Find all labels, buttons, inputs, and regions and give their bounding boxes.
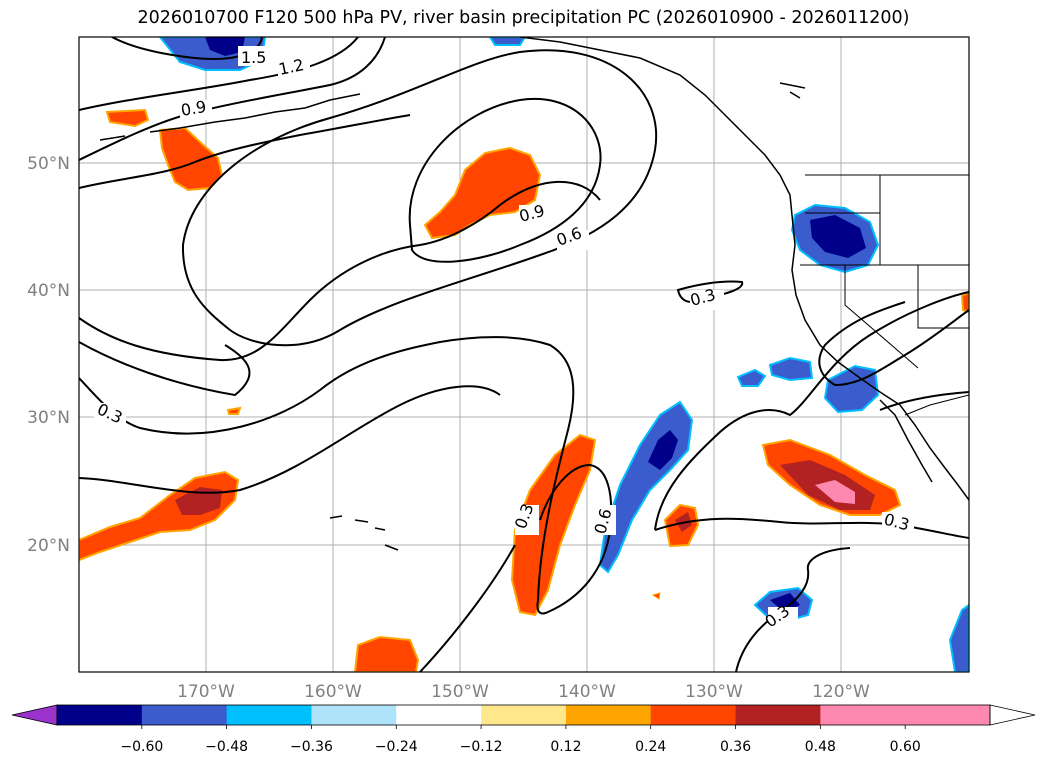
lon-label-120w: 120°W (812, 682, 870, 702)
colorbar: −0.60 −0.48 −0.36 −0.24 −0.12 0.12 0.24 0.36 0.4… (11, 704, 1036, 755)
max-positive-region (815, 480, 855, 504)
pv-contours (79, 37, 969, 672)
lat-label-50n: 50°N (27, 154, 70, 174)
positive-region (105, 108, 150, 128)
contour-0-3-ne (818, 301, 969, 387)
colorbar-segment (905, 705, 990, 725)
map-title: 2026010700 F120 500 hPa PV, river basin … (137, 8, 910, 28)
coastline-alaska-islands (149, 93, 361, 133)
negative-region (948, 603, 969, 672)
lat-label-20n: 20°N (27, 536, 70, 556)
contour-0-9-loop (408, 97, 602, 263)
colorbar-segment (226, 705, 312, 725)
colorbar-segment (57, 705, 143, 725)
contour-0-3-right (879, 391, 969, 411)
contour-0-6 (79, 114, 411, 189)
us-mexico-border (904, 394, 969, 416)
colorbar-tick-label: 0.24 (635, 739, 666, 755)
lat-label-30n: 30°N (27, 408, 70, 428)
coastline-baja (879, 399, 933, 483)
colorbar-labels: −0.60 −0.48 −0.36 −0.24 −0.12 0.12 0.24 0.36 0.4… (120, 739, 920, 755)
contour-0-9 (79, 37, 386, 161)
contour-0-3-small (676, 280, 744, 303)
lon-label-150w: 150°W (431, 682, 489, 702)
colorbar-tick-label: −0.24 (375, 739, 418, 755)
contour-1-2 (79, 37, 359, 111)
precip-shading (79, 37, 969, 672)
contour-0-3-loop (79, 180, 601, 362)
contour-label: 1.5 (241, 48, 266, 67)
colorbar-tick-label: 0.48 (805, 739, 836, 755)
lon-label-130w: 130°W (685, 682, 743, 702)
colorbar-ticks (141, 725, 906, 729)
colorbar-segment (141, 705, 228, 725)
colorbar-segment (396, 705, 482, 725)
coastlines (99, 37, 969, 551)
map-border (78, 36, 970, 673)
colorbar-tick-label: −0.48 (205, 739, 248, 755)
lon-label-140w: 140°W (558, 682, 616, 702)
contour-0-3 (79, 341, 251, 397)
coastline-north-america (519, 37, 969, 501)
contour-label: 1.2 (277, 55, 306, 79)
contour-0-3-se (654, 291, 969, 531)
colorbar-segment (650, 705, 737, 725)
positive-region (960, 290, 969, 314)
colorbar-tick-label: −0.12 (460, 739, 503, 755)
colorbar-segment (735, 705, 821, 725)
positive-region (651, 592, 661, 600)
colorbar-frame (56, 704, 991, 726)
colorbar-segment (565, 705, 652, 725)
negative-region (488, 37, 527, 46)
positive-region (226, 406, 242, 415)
negative-region (736, 368, 767, 387)
strong-negative-region (810, 215, 866, 258)
colorbar-segment (481, 705, 567, 725)
contour-0-3-southeast (735, 547, 851, 672)
positive-region (353, 635, 420, 672)
colorbar-tick-label: −0.36 (290, 739, 333, 755)
hawaii-islands (329, 515, 399, 551)
colorbar-tick-label: 0.60 (890, 739, 921, 755)
colorbar-segments (12, 705, 1035, 725)
colorbar-tick-label: 0.12 (550, 739, 581, 755)
strong-positive-region (175, 487, 222, 515)
colorbar-extend-left (12, 705, 57, 725)
contour-0-6-loop (181, 49, 658, 347)
lat-label-40n: 40°N (27, 281, 70, 301)
colorbar-segment (311, 705, 397, 725)
contour-0-6-lower (79, 385, 501, 494)
colorbar-tick-label: −0.60 (120, 739, 163, 755)
longitude-labels: 170°W 160°W 150°W 140°W 130°W 120°W (177, 682, 870, 702)
state-borders (800, 175, 969, 369)
contour-0-3-south (419, 544, 516, 672)
colorbar-tick-label: 0.36 (720, 739, 751, 755)
lon-label-170w: 170°W (177, 682, 235, 702)
coastline-inlet (779, 82, 806, 99)
strong-negative-region (648, 430, 678, 470)
positive-region (510, 433, 597, 617)
country-borders (800, 174, 969, 416)
colorbar-extend-right (990, 705, 1035, 725)
contour-0-3-east (654, 517, 969, 539)
contour-label: 0.9 (179, 97, 207, 120)
coastline-aleutians (99, 135, 126, 141)
negative-region (768, 356, 814, 382)
colorbar-segment (820, 705, 906, 725)
latitude-labels: 50°N 40°N 30°N 20°N (27, 154, 70, 556)
strong-negative-region (205, 37, 245, 56)
lon-label-160w: 160°W (304, 682, 362, 702)
